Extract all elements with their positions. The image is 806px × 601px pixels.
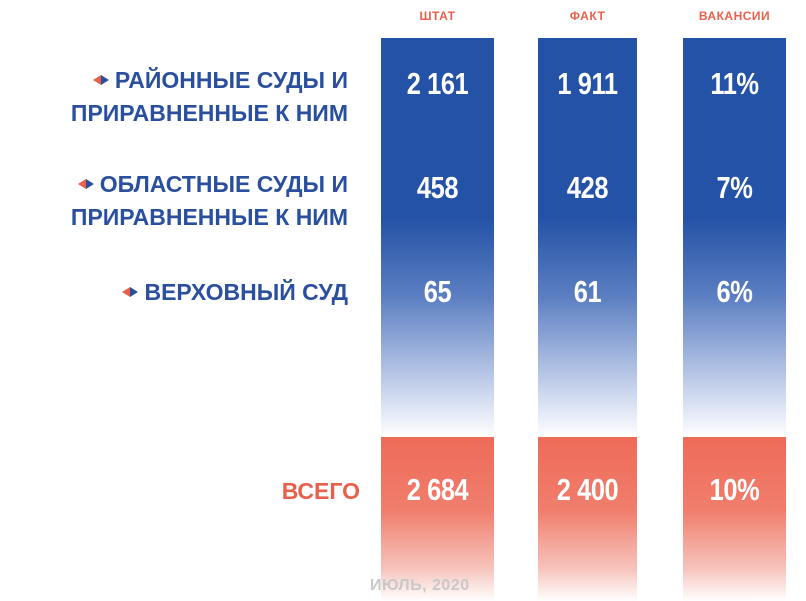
row-label-text: ВЕРХОВНЫЙ СУД bbox=[144, 279, 348, 305]
row-label-line: ПРИРАВНЕННЫЕ К НИМ bbox=[71, 201, 348, 234]
column-total-bar bbox=[538, 437, 637, 601]
cell-value: 11% bbox=[710, 66, 759, 101]
row-label-line: ВЕРХОВНЫЙ СУД bbox=[122, 276, 348, 309]
row-label-line: ПРИРАВНЕННЫЕ К НИМ bbox=[71, 97, 348, 130]
cell-value: 7% bbox=[716, 170, 753, 205]
cell-value: 61 bbox=[573, 274, 602, 309]
row-label-text: РАЙОННЫЕ СУДЫ И bbox=[114, 67, 348, 93]
row-label: РАЙОННЫЕ СУДЫ И ПРИРАВНЕННЫЕ К НИМ bbox=[71, 64, 348, 130]
row-label: ВЕРХОВНЫЙ СУД bbox=[122, 276, 348, 309]
cell-value: 2 161 bbox=[406, 66, 469, 101]
row-label-line: РАЙОННЫЕ СУДЫ И bbox=[71, 64, 348, 97]
total-value: 2 400 bbox=[556, 472, 619, 507]
column-bar bbox=[683, 38, 786, 437]
column-total-bar bbox=[683, 437, 786, 601]
row-label-text: ОБЛАСТНЫЕ СУДЫ И bbox=[99, 171, 348, 197]
total-value: 10% bbox=[709, 472, 760, 507]
row-label: ОБЛАСТНЫЕ СУДЫ И ПРИРАВНЕННЫЕ К НИМ bbox=[71, 168, 348, 234]
total-value: 2 684 bbox=[406, 472, 469, 507]
column-header: ВАКАНСИИ bbox=[698, 9, 771, 23]
row-label-line: ОБЛАСТНЫЕ СУДЫ И bbox=[71, 168, 348, 201]
row-label-text: ПРИРАВНЕННЫЕ К НИМ bbox=[70, 204, 348, 230]
column-header: ШТАТ bbox=[419, 9, 456, 23]
column-header: ФАКТ bbox=[569, 9, 606, 23]
bullet-icon bbox=[92, 74, 109, 85]
cell-value: 1 911 bbox=[557, 66, 618, 101]
cell-value: 458 bbox=[416, 170, 459, 205]
row-label-text: ПРИРАВНЕННЫЕ К НИМ bbox=[70, 100, 348, 126]
cell-value: 428 bbox=[566, 170, 609, 205]
column-bar bbox=[538, 38, 637, 437]
column-bar bbox=[381, 38, 494, 437]
bullet-icon bbox=[77, 178, 94, 189]
cell-value: 65 bbox=[423, 274, 452, 309]
cell-value: 6% bbox=[716, 274, 753, 309]
column-total-bar bbox=[381, 437, 494, 601]
bullet-icon bbox=[122, 286, 139, 297]
footer-date: ИЮЛЬ, 2020 bbox=[370, 577, 470, 594]
total-label: ВСЕГО bbox=[281, 478, 360, 504]
